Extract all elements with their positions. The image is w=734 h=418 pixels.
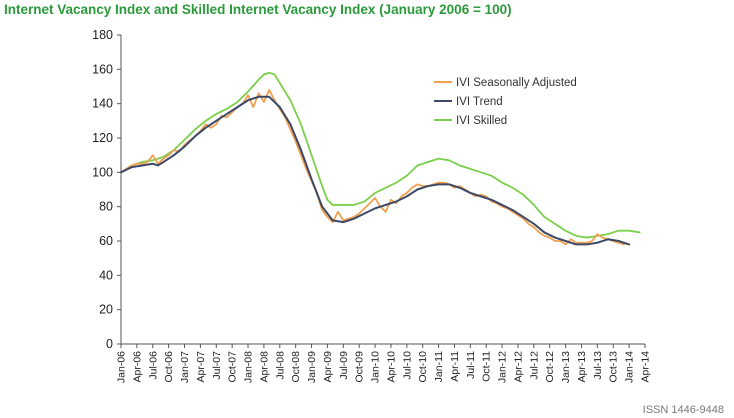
x-tick-label: Jan-08 [243,351,255,383]
x-tick-label: Jul-12 [528,351,540,380]
x-tick-label: Oct-07 [227,351,239,383]
y-tick-label: 20 [99,303,113,317]
x-tick-label: Jul-08 [274,351,286,380]
x-tick-label: Apr-12 [512,351,524,383]
y-tick-label: 60 [99,234,113,248]
x-tick-label: Jul-11 [465,351,477,379]
x-tick-label: Oct-13 [608,351,620,383]
x-tick-label: Oct-09 [354,351,366,383]
legend-label-ivi-skilled: IVI Skilled [456,115,507,127]
x-tick-label: Apr-06 [131,351,143,383]
x-tick-label: Jan-13 [560,351,572,383]
x-tick-label: Oct-08 [290,351,302,383]
y-tick-label: 80 [99,200,113,214]
y-tick-label: 0 [106,337,113,351]
x-tick-label: Jul-13 [592,351,604,380]
y-tick-label: 100 [92,165,113,179]
series-line-ivi-trend [120,95,631,246]
y-tick-label: 40 [99,268,113,282]
x-tick-label: Apr-13 [576,351,588,383]
x-tick-label: Jul-06 [147,351,159,380]
x-tick-label: Jan-14 [624,351,636,383]
x-tick-label: Jan-12 [497,351,509,383]
x-tick-label: Oct-06 [163,351,175,383]
y-tick-label: 160 [92,62,113,76]
x-tick-label: Oct-11 [481,351,493,382]
x-tick-label: Apr-14 [640,351,652,383]
series-lines [120,71,641,246]
x-tick-label: Jul-07 [211,351,223,380]
series-line-ivi-skilled [120,71,641,239]
x-tick-label: Jan-07 [179,351,191,383]
x-tick-label: Jan-09 [306,351,318,383]
y-tick-label: 120 [92,131,113,145]
x-tick-label: Oct-10 [417,351,429,383]
x-tick-label: Apr-08 [258,351,270,383]
x-tick-label: Jan-06 [116,351,128,383]
x-tick-label: Jan-11 [433,351,445,382]
y-tick-label: 140 [92,97,113,111]
x-tick-label: Jul-10 [401,351,413,380]
chart-title: Internet Vacancy Index and Skilled Inter… [4,2,512,17]
x-tick-label: Apr-10 [385,351,397,383]
y-tick-label: 180 [92,28,113,42]
x-tick-label: Jul-09 [338,351,350,380]
legend-label-ivi-trend: IVI Trend [456,96,503,108]
legend: IVI Seasonally Adjusted IVI Trend IVI Skil… [434,77,577,127]
y-axis: 0 20 40 60 80 100 120 140 160 180 [92,28,122,351]
legend-label-ivi-seasonally-adjusted: IVI Seasonally Adjusted [456,77,577,89]
x-tick-label: Apr-11 [449,351,461,382]
x-tick-label: Jan-10 [370,351,382,383]
x-tick-label: Oct-12 [544,351,556,383]
x-tick-label: Apr-09 [322,351,334,383]
series-line-ivi-seasonally-adjusted [120,89,625,246]
issn-label: ISSN 1446-9448 [642,404,724,416]
x-tick-label: Apr-07 [195,351,207,383]
x-axis: Jan-06 Apr-06 Jul-06 Oct-06 Jan-07 Apr-07 Jul-… [116,343,652,383]
